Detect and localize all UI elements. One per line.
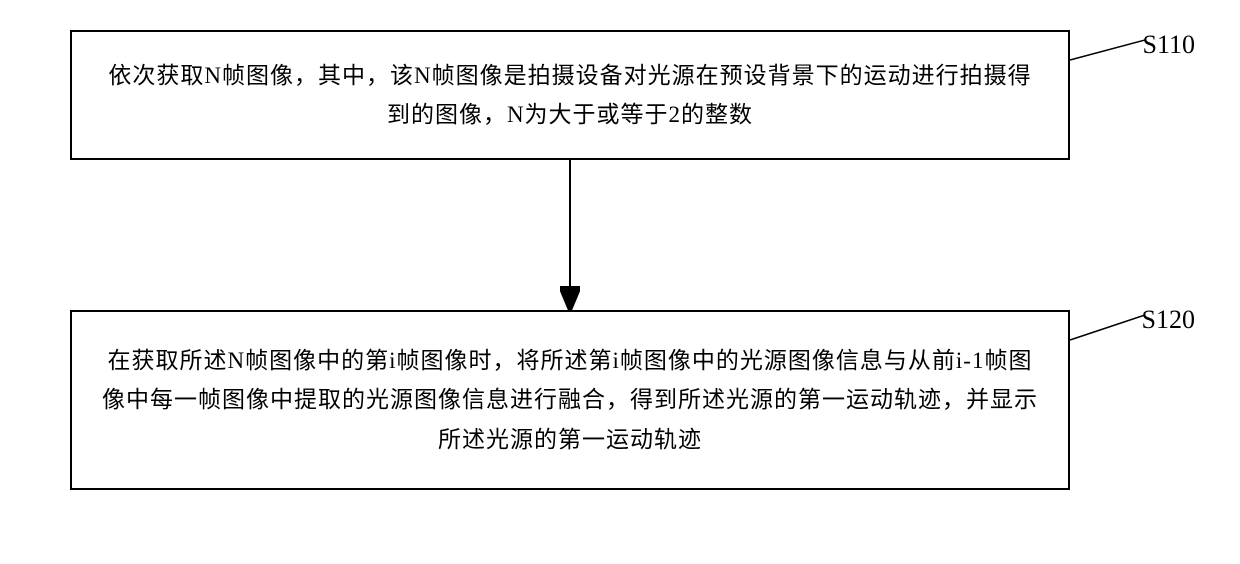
step-1-text: 依次获取N帧图像，其中，该N帧图像是拍摄设备对光源在预设背景下的运动进行拍摄得到… xyxy=(102,56,1038,134)
step-2-label: S120 xyxy=(1142,305,1195,335)
flowchart-step-2: 在获取所述N帧图像中的第i帧图像时，将所述第i帧图像中的光源图像信息与从前i-1… xyxy=(70,310,1070,490)
step-1-label: S110 xyxy=(1143,30,1196,60)
flowchart-step-1: 依次获取N帧图像，其中，该N帧图像是拍摄设备对光源在预设背景下的运动进行拍摄得到… xyxy=(70,30,1070,160)
step-2-text: 在获取所述N帧图像中的第i帧图像时，将所述第i帧图像中的光源图像信息与从前i-1… xyxy=(102,341,1038,458)
flowchart-container: 依次获取N帧图像，其中，该N帧图像是拍摄设备对光源在预设背景下的运动进行拍摄得到… xyxy=(0,0,1240,564)
